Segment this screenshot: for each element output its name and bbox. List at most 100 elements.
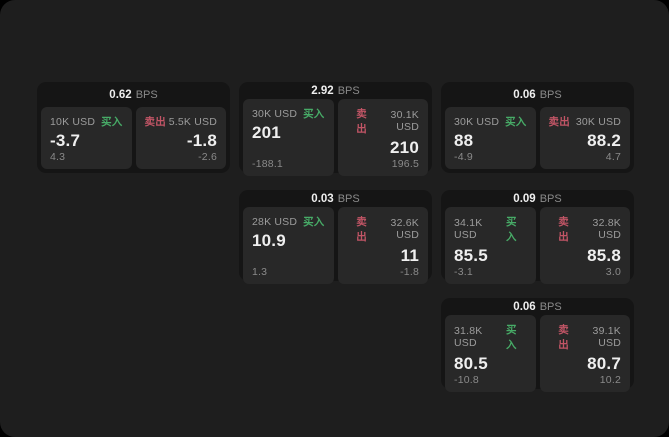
sell-panel[interactable]: 卖出 32.8K USD 85.8 3.0 bbox=[539, 207, 630, 284]
sell-badge: 卖出 bbox=[356, 216, 367, 243]
buy-amount: 31.8K USD bbox=[454, 325, 483, 349]
sell-price: 88.2 bbox=[587, 131, 621, 150]
sell-delta: 4.7 bbox=[605, 151, 621, 163]
buy-delta: -10.8 bbox=[454, 374, 479, 386]
sell-panel[interactable]: 卖出 30K USD 88.2 4.7 bbox=[539, 107, 630, 169]
spread-value: 0.06 bbox=[513, 89, 536, 101]
sell-meta: 卖出 5.5K USD bbox=[145, 114, 218, 129]
buy-delta: -188.1 bbox=[252, 158, 283, 170]
buy-badge: 买入 bbox=[506, 216, 517, 243]
buy-meta: 31.8K USD 买入 bbox=[454, 322, 527, 352]
buy-delta: 4.3 bbox=[50, 151, 66, 163]
buy-amount: 28K USD bbox=[252, 215, 298, 228]
sell-amount: 30K USD bbox=[575, 115, 621, 128]
buy-panel[interactable]: 28K USD 买入 10.9 1.3 bbox=[243, 207, 334, 284]
sell-price: 210 bbox=[390, 138, 419, 157]
spread-value: 0.06 bbox=[513, 301, 536, 313]
buy-panel[interactable]: 31.8K USD 买入 80.5 -10.8 bbox=[445, 315, 536, 392]
price-panels: 10K USD 买入 -3.7 4.3 卖出 5.5K USD -1.8 -2.… bbox=[37, 105, 230, 173]
buy-meta: 28K USD 买入 bbox=[252, 214, 325, 229]
sell-badge: 卖出 bbox=[144, 116, 166, 128]
buy-meta: 34.1K USD 买入 bbox=[454, 214, 527, 244]
buy-price: 201 bbox=[252, 123, 281, 142]
quote-card: 0.62 BPS 10K USD 买入 -3.7 4.3 卖出 5.5K USD bbox=[37, 82, 230, 173]
buy-amount: 34.1K USD bbox=[454, 217, 483, 241]
sell-delta: -1.8 bbox=[400, 266, 419, 278]
spread-unit: BPS bbox=[337, 193, 360, 205]
buy-delta: 1.3 bbox=[252, 266, 268, 278]
spread-header: 0.06 BPS bbox=[441, 298, 634, 313]
buy-panel[interactable]: 34.1K USD 买入 85.5 -3.1 bbox=[445, 207, 536, 284]
spread-header: 0.06 BPS bbox=[441, 82, 634, 105]
quote-card: 2.92 BPS 30K USD 买入 201 -188.1 卖出 30.1K … bbox=[239, 82, 432, 176]
sell-delta: 3.0 bbox=[605, 266, 621, 278]
buy-badge: 买入 bbox=[303, 108, 325, 120]
spread-value: 0.62 bbox=[109, 89, 132, 101]
buy-delta: -3.1 bbox=[454, 266, 473, 278]
spread-header: 0.62 BPS bbox=[37, 82, 230, 105]
sell-delta: 196.5 bbox=[391, 158, 419, 170]
price-panels: 34.1K USD 买入 85.5 -3.1 卖出 32.8K USD 85.8… bbox=[441, 205, 634, 288]
sell-badge: 卖出 bbox=[558, 216, 569, 243]
sell-meta: 卖出 39.1K USD bbox=[549, 322, 622, 352]
buy-price: -3.7 bbox=[50, 131, 81, 150]
spread-unit: BPS bbox=[539, 301, 562, 313]
buy-badge: 买入 bbox=[101, 116, 123, 128]
price-panels: 31.8K USD 买入 80.5 -10.8 卖出 39.1K USD 80.… bbox=[441, 313, 634, 396]
buy-panel[interactable]: 10K USD 买入 -3.7 4.3 bbox=[41, 107, 132, 169]
buy-price: 10.9 bbox=[252, 231, 286, 250]
sell-badge: 卖出 bbox=[558, 324, 569, 351]
spread-unit: BPS bbox=[539, 193, 562, 205]
buy-badge: 买入 bbox=[506, 324, 517, 351]
sell-meta: 卖出 32.8K USD bbox=[549, 214, 622, 244]
buy-price: 85.5 bbox=[454, 246, 488, 265]
sell-amount: 32.6K USD bbox=[390, 217, 419, 241]
quote-card: 0.06 BPS 30K USD 买入 88 -4.9 卖出 30K USD bbox=[441, 82, 634, 173]
buy-badge: 买入 bbox=[505, 116, 527, 128]
sell-panel[interactable]: 卖出 30.1K USD 210 196.5 bbox=[337, 99, 428, 176]
sell-panel[interactable]: 卖出 32.6K USD 11 -1.8 bbox=[337, 207, 428, 284]
buy-meta: 30K USD 买入 bbox=[252, 106, 325, 121]
spread-header: 2.92 BPS bbox=[239, 82, 432, 97]
spread-value: 0.03 bbox=[311, 193, 334, 205]
quote-card: 0.03 BPS 28K USD 买入 10.9 1.3 卖出 32.6K US… bbox=[239, 190, 432, 284]
buy-price: 88 bbox=[454, 131, 474, 150]
sell-price: -1.8 bbox=[186, 131, 217, 150]
buy-panel[interactable]: 30K USD 买入 88 -4.9 bbox=[445, 107, 536, 169]
buy-meta: 10K USD 买入 bbox=[50, 114, 123, 129]
sell-amount: 39.1K USD bbox=[592, 325, 621, 349]
quote-card: 0.09 BPS 34.1K USD 买入 85.5 -3.1 卖出 32.8K… bbox=[441, 190, 634, 284]
sell-price: 85.8 bbox=[587, 246, 621, 265]
sell-badge: 卖出 bbox=[548, 116, 570, 128]
spread-unit: BPS bbox=[539, 89, 562, 101]
price-panels: 30K USD 买入 88 -4.9 卖出 30K USD 88.2 4.7 bbox=[441, 105, 634, 173]
sell-delta: -2.6 bbox=[198, 151, 217, 163]
sell-panel[interactable]: 卖出 5.5K USD -1.8 -2.6 bbox=[135, 107, 226, 169]
price-panels: 30K USD 买入 201 -188.1 卖出 30.1K USD 210 1… bbox=[239, 97, 432, 180]
spread-header: 0.09 BPS bbox=[441, 190, 634, 205]
sell-meta: 卖出 30.1K USD bbox=[347, 106, 420, 136]
buy-panel[interactable]: 30K USD 买入 201 -188.1 bbox=[243, 99, 334, 176]
buy-amount: 30K USD bbox=[252, 107, 298, 120]
sell-panel[interactable]: 卖出 39.1K USD 80.7 10.2 bbox=[539, 315, 630, 392]
buy-badge: 买入 bbox=[303, 216, 325, 228]
spread-value: 2.92 bbox=[311, 85, 334, 97]
sell-delta: 10.2 bbox=[599, 374, 621, 386]
quotes-grid: 0.62 BPS 10K USD 买入 -3.7 4.3 卖出 5.5K USD bbox=[37, 82, 634, 392]
buy-amount: 10K USD bbox=[50, 115, 96, 128]
sell-meta: 卖出 32.6K USD bbox=[347, 214, 420, 244]
buy-price: 80.5 bbox=[454, 354, 488, 373]
quote-card: 0.06 BPS 31.8K USD 买入 80.5 -10.8 卖出 39.1… bbox=[441, 298, 634, 392]
sell-amount: 30.1K USD bbox=[390, 109, 419, 133]
sell-badge: 卖出 bbox=[356, 108, 367, 135]
sell-price: 11 bbox=[400, 246, 419, 265]
buy-amount: 30K USD bbox=[454, 115, 500, 128]
sell-price: 80.7 bbox=[587, 354, 621, 373]
buy-delta: -4.9 bbox=[454, 151, 473, 163]
spread-unit: BPS bbox=[135, 89, 158, 101]
spread-header: 0.03 BPS bbox=[239, 190, 432, 205]
spread-value: 0.09 bbox=[513, 193, 536, 205]
price-panels: 28K USD 买入 10.9 1.3 卖出 32.6K USD 11 -1.8 bbox=[239, 205, 432, 288]
buy-meta: 30K USD 买入 bbox=[454, 114, 527, 129]
